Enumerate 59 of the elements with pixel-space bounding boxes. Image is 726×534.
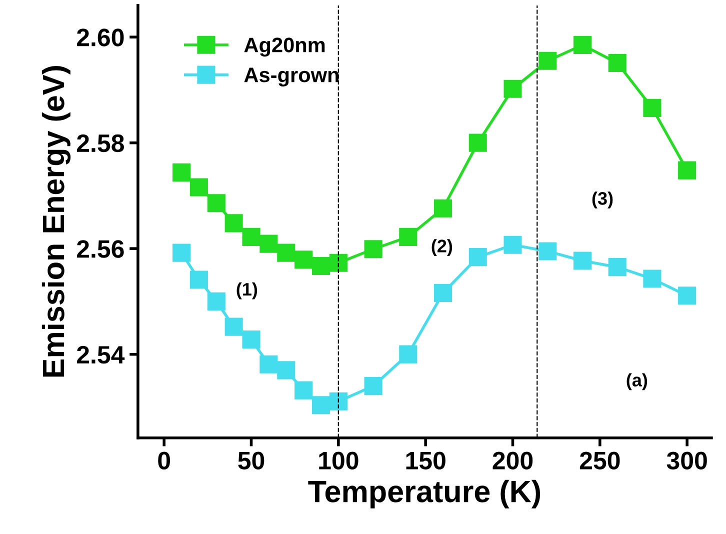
point xyxy=(538,242,557,260)
annotation: (3) xyxy=(592,192,613,208)
point xyxy=(312,396,330,414)
point xyxy=(468,134,487,152)
point xyxy=(224,318,243,336)
point xyxy=(468,248,487,266)
point xyxy=(172,244,191,262)
legend-label: As-grown xyxy=(244,68,338,87)
point xyxy=(277,361,296,380)
point xyxy=(329,254,348,272)
y-axis-title: Emission Energy (eV) xyxy=(42,66,71,377)
annotation: (a) xyxy=(626,373,648,390)
point xyxy=(294,381,313,400)
point xyxy=(190,178,208,196)
point xyxy=(224,214,243,232)
annotation: (2) xyxy=(432,239,452,256)
x-tick-label: 50 xyxy=(238,452,264,470)
y-tick-label: 2.56 xyxy=(76,240,124,258)
point xyxy=(364,240,382,258)
point xyxy=(538,52,557,70)
point xyxy=(277,244,296,262)
point xyxy=(608,54,626,72)
point xyxy=(434,284,452,302)
point xyxy=(312,257,330,276)
point xyxy=(172,163,191,182)
point xyxy=(434,199,452,218)
x-tick-label: 250 xyxy=(580,452,620,470)
point xyxy=(643,270,662,288)
point xyxy=(504,236,522,254)
legend-label: Ag20nm xyxy=(244,38,325,57)
y-tick-label: 2.54 xyxy=(76,346,125,364)
annotation: (1) xyxy=(236,282,258,300)
point xyxy=(608,258,626,276)
x-axis-title: Temperature (K) xyxy=(308,480,540,508)
point xyxy=(190,270,208,289)
point xyxy=(207,194,226,212)
point xyxy=(399,345,418,364)
point xyxy=(260,234,278,253)
x-tick-label: 150 xyxy=(406,452,446,470)
point xyxy=(573,36,592,54)
point xyxy=(242,330,260,349)
y-tick-label: 2.60 xyxy=(76,28,124,46)
point xyxy=(329,392,348,410)
point xyxy=(294,250,313,269)
x-tick-label: 100 xyxy=(319,452,358,470)
point xyxy=(364,377,382,396)
point xyxy=(504,80,522,98)
point xyxy=(399,228,418,246)
point xyxy=(260,355,278,374)
point xyxy=(678,286,696,305)
y-tick-label: 2.58 xyxy=(76,134,124,152)
point xyxy=(207,292,226,310)
point xyxy=(242,228,260,246)
point xyxy=(573,252,592,270)
point xyxy=(678,161,696,180)
point xyxy=(643,98,662,117)
x-tick-label: 200 xyxy=(492,452,533,470)
x-tick-label: 0 xyxy=(158,452,170,470)
x-tick-label: 300 xyxy=(666,452,707,470)
